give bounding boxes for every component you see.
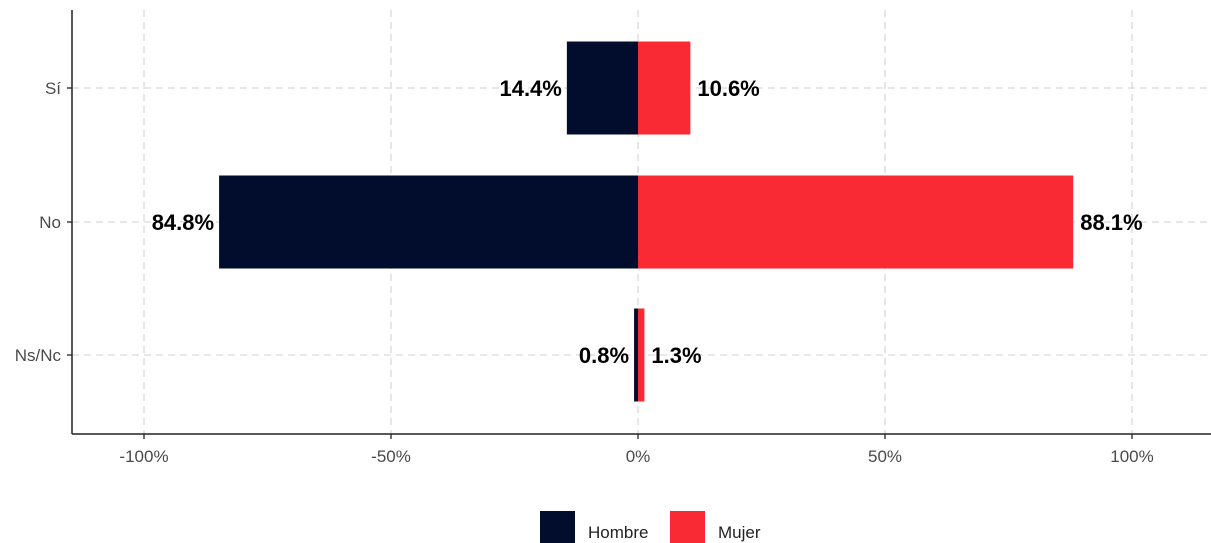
- x-tick-label-4: 100%: [1110, 447, 1153, 466]
- data-label-hombre-2: 0.8%: [579, 343, 629, 368]
- legend-label-mujer: Mujer: [718, 523, 761, 542]
- axis-layer: [67, 10, 1211, 439]
- x-tick-label-3: 50%: [868, 447, 902, 466]
- x-tick-label-2: 0%: [626, 447, 651, 466]
- legend-swatch-hombre: [540, 511, 575, 543]
- bar-mujer-1: [638, 175, 1074, 269]
- legend: Hombre Mujer: [540, 511, 761, 543]
- bar-hombre-2: [634, 308, 638, 402]
- bar-hombre-0: [566, 41, 638, 135]
- bar-layer: [219, 41, 1074, 402]
- label-layer: -100% -50% 0% 50% 100% Sí No Ns/Nc 14.4% 10.6% 84.…: [15, 76, 1154, 466]
- bar-hombre-1: [219, 175, 638, 269]
- y-tick-label-0: Sí: [45, 79, 61, 98]
- data-label-mujer-0: 10.6%: [697, 76, 759, 101]
- bar-mujer-2: [638, 308, 645, 402]
- bar-mujer-0: [638, 41, 691, 135]
- x-tick-label-0: -100%: [119, 447, 168, 466]
- data-label-hombre-1: 84.8%: [152, 210, 214, 235]
- y-tick-label-1: No: [39, 213, 61, 232]
- legend-swatch-mujer: [670, 511, 705, 543]
- y-tick-label-2: Ns/Nc: [15, 346, 62, 365]
- data-label-mujer-2: 1.3%: [651, 343, 701, 368]
- legend-label-hombre: Hombre: [588, 523, 648, 542]
- x-tick-label-1: -50%: [371, 447, 411, 466]
- data-label-hombre-0: 14.4%: [499, 76, 561, 101]
- data-label-mujer-1: 88.1%: [1080, 210, 1142, 235]
